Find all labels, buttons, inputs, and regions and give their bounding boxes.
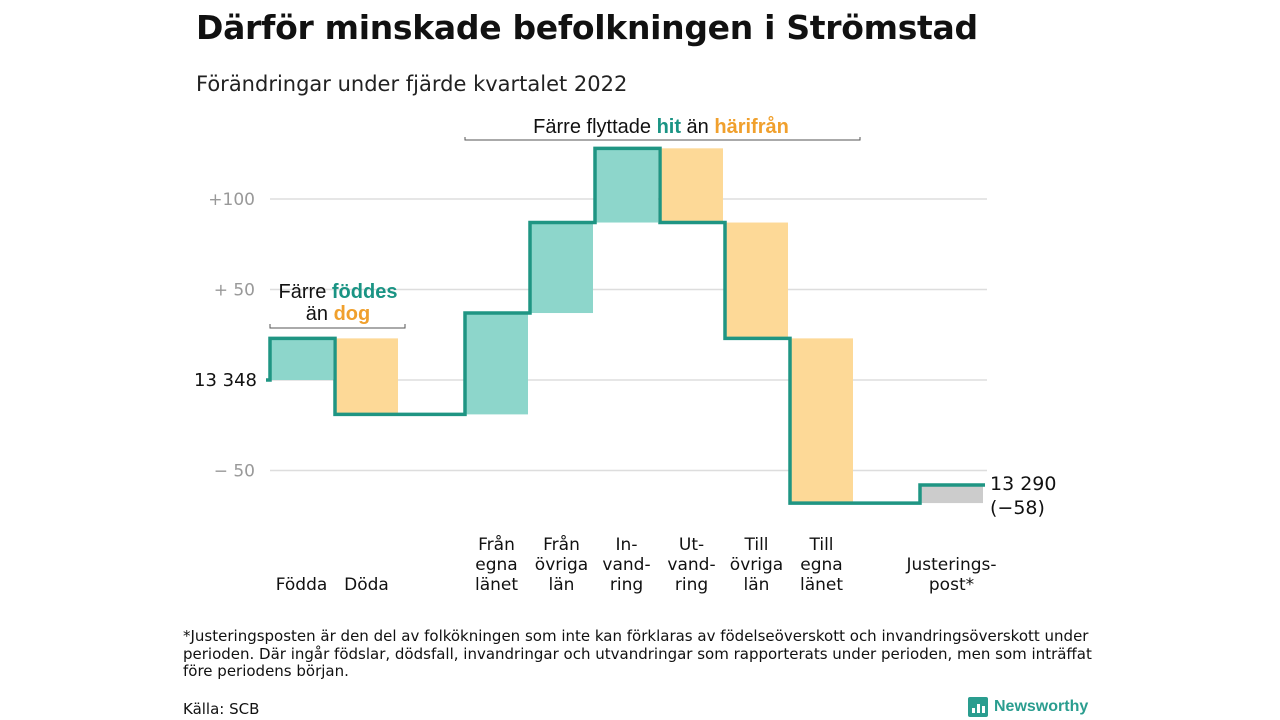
bar-0 — [270, 338, 333, 380]
category-label: Döda — [344, 575, 389, 595]
bar-4 — [530, 222, 593, 314]
brand-logo: Newsworthy — [968, 697, 1088, 717]
migration-annotation: Färre flyttade hit än härifrån — [533, 115, 789, 138]
bar-10 — [920, 484, 983, 504]
y-tick-label: + 50 — [214, 281, 255, 301]
bar-6 — [660, 148, 723, 223]
category-label: In- — [616, 535, 638, 555]
cumulative-step-line — [266, 146, 985, 505]
bar-7 — [725, 222, 788, 339]
category-label: Ut- — [679, 535, 704, 555]
end-change-label: (−58) — [990, 497, 1045, 519]
category-label: egna — [800, 555, 842, 575]
bar-1 — [335, 338, 398, 415]
bar-8 — [790, 338, 853, 504]
category-label: Från — [478, 534, 515, 555]
category-label: ring — [610, 575, 643, 595]
category-label: ring — [675, 575, 708, 595]
category-label: Födda — [276, 575, 328, 595]
brand-name: Newsworthy — [994, 698, 1089, 715]
migration-bracket — [464, 137, 861, 141]
category-label: Till — [808, 535, 833, 555]
chart-subtitle: Förändringar under fjärde kvartalet 2022 — [196, 72, 628, 96]
y-tick-label: − 50 — [214, 462, 255, 482]
category-label: egna — [475, 555, 517, 575]
chart-title: Därför minskade befolkningen i Strömstad — [196, 8, 978, 47]
category-label: övriga — [730, 555, 783, 575]
category-label: län — [549, 575, 575, 595]
category-label: post* — [929, 575, 974, 595]
category-label: län — [744, 575, 770, 595]
births-annotation-line2: än dog — [306, 303, 370, 325]
category-label: Till — [743, 535, 768, 555]
footnote: *Justeringsposten är den del av folkökni… — [183, 627, 1092, 680]
bar-3 — [465, 313, 528, 415]
source-label: Källa: SCB — [183, 700, 260, 718]
births-annotation-line1: Färre föddes — [279, 281, 398, 303]
births-bracket — [269, 324, 406, 329]
category-label: Justerings- — [905, 555, 996, 575]
base-value-label: 13 348 — [194, 370, 257, 391]
bar-5 — [595, 148, 658, 223]
category-label: vand- — [667, 555, 715, 575]
category-label: länet — [800, 575, 843, 595]
end-value-label: 13 290 — [990, 473, 1056, 495]
category-label: länet — [475, 575, 518, 595]
category-label: Från — [543, 534, 580, 555]
y-tick-label: +100 — [208, 190, 255, 210]
category-label: övriga — [535, 555, 588, 575]
category-label: vand- — [602, 555, 650, 575]
newsworthy-icon — [968, 697, 988, 717]
